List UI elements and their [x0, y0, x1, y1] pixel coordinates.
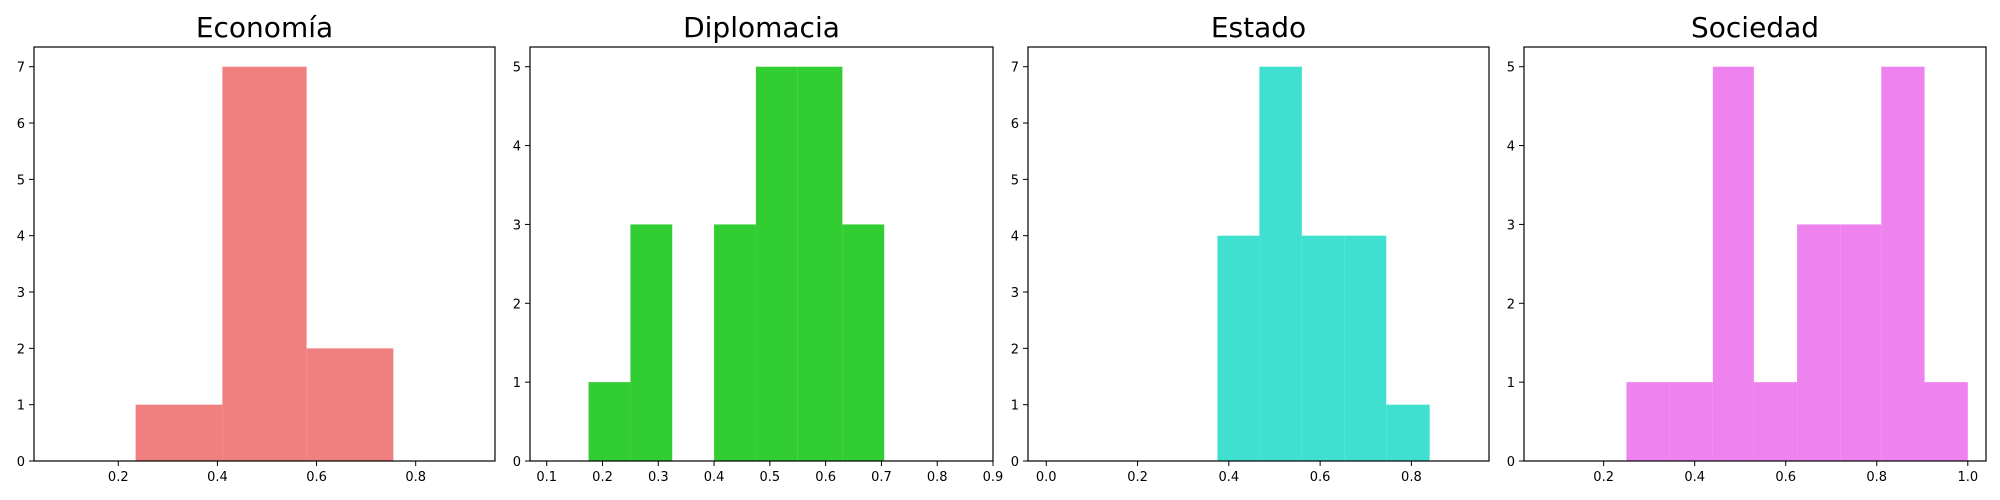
histogram-bar — [1881, 66, 1925, 461]
histogram-bar — [755, 66, 798, 461]
y-tick-label: 3 — [1011, 286, 1019, 301]
y-tick-label: 0 — [513, 455, 521, 470]
histogram-bar — [306, 348, 394, 461]
y-tick-label: 1 — [17, 399, 25, 414]
y-tick-label: 6 — [17, 117, 25, 132]
y-tick-label: 0 — [17, 455, 25, 470]
y-tick-label: 3 — [17, 286, 25, 301]
x-tick-label: 0.2 — [108, 470, 129, 485]
histogram-bar — [714, 224, 756, 461]
x-tick-label: 0.3 — [648, 470, 669, 485]
x-tick-label: 0.9 — [983, 470, 1004, 485]
y-tick-label: 4 — [17, 230, 25, 245]
panel-economia: Economía 0.2 0.4 0.6 0.8 0 1 2 3 4 5 6 7 — [17, 11, 496, 485]
histogram-bar — [135, 404, 223, 461]
y-tick-label: 1 — [1011, 399, 1019, 414]
x-tick-label: 0.8 — [1866, 470, 1887, 485]
x-tick-label: 0.8 — [405, 470, 426, 485]
y-tick-label: 3 — [1507, 218, 1515, 233]
panel-title: Economía — [196, 11, 333, 44]
panel-title: Diplomacia — [683, 11, 840, 44]
panel-estado: Estado 0.0 0.2 0.4 0.6 0.8 0 1 2 3 4 5 6 7 — [1011, 11, 1490, 485]
histogram-bar — [222, 66, 307, 461]
x-tick-label: 0.2 — [592, 470, 613, 485]
x-tick-label: 0.2 — [1593, 470, 1614, 485]
axes-frame — [1027, 46, 1490, 462]
y-tick-label: 7 — [1011, 61, 1019, 76]
x-tick-label: 0.7 — [871, 470, 892, 485]
y-tick-label: 0 — [1507, 455, 1515, 470]
histogram-bar — [1712, 66, 1754, 461]
panel-diplomacia: Diplomacia 0.1 0.2 0.3 0.4 0.5 0.6 0.7 0.8 0.9 0 1 2… — [513, 11, 1004, 485]
panel-title: Estado — [1211, 11, 1306, 44]
x-tick-label: 0.8 — [927, 470, 948, 485]
x-tick-label: 0.6 — [1310, 470, 1331, 485]
y-tick-label: 2 — [513, 297, 521, 312]
x-tick-label: 0.6 — [815, 470, 836, 485]
x-tick-label: 1.0 — [1957, 470, 1978, 485]
x-tick-label: 0.5 — [760, 470, 781, 485]
x-tick-label: 0.4 — [207, 470, 228, 485]
x-tick-label: 0.8 — [1401, 470, 1422, 485]
axes-frame — [529, 46, 994, 462]
x-tick-label: 0.2 — [1127, 470, 1148, 485]
histogram-bar — [842, 224, 885, 461]
x-tick-label: 0.0 — [1036, 470, 1057, 485]
y-tick-label: 5 — [513, 61, 521, 76]
histogram-bar — [1301, 235, 1345, 461]
x-tick-label: 0.6 — [306, 470, 327, 485]
y-tick-label: 7 — [17, 61, 25, 76]
histogram-bar — [1669, 382, 1713, 461]
y-tick-label: 2 — [1507, 297, 1515, 312]
histogram-bar — [1217, 235, 1260, 461]
y-tick-label: 4 — [1011, 230, 1019, 245]
y-tick-label: 4 — [1507, 140, 1515, 155]
histogram-bar — [1626, 382, 1670, 461]
histogram-bar — [630, 224, 673, 461]
panel-sociedad: Sociedad 0.2 0.4 0.6 0.8 1.0 0 1 2 3 4 5 — [1507, 11, 1987, 485]
histogram-bar — [1344, 235, 1387, 461]
histogram-bar — [1924, 382, 1968, 461]
x-tick-label: 0.4 — [1684, 470, 1705, 485]
histogram-bar — [797, 66, 843, 461]
histogram-bar — [1386, 404, 1430, 461]
y-tick-label: 2 — [1011, 342, 1019, 357]
histogram-bar — [588, 382, 631, 461]
y-tick-label: 2 — [17, 342, 25, 357]
histogram-bar — [1840, 224, 1882, 461]
histogram-bar — [1753, 382, 1798, 461]
y-tick-label: 6 — [1011, 117, 1019, 132]
y-tick-label: 5 — [1011, 173, 1019, 188]
axes-frame — [1523, 46, 1987, 462]
y-tick-label: 1 — [1507, 376, 1515, 391]
panel-title: Sociedad — [1691, 11, 1819, 44]
y-tick-label: 5 — [17, 173, 25, 188]
y-tick-label: 0 — [1011, 455, 1019, 470]
x-tick-label: 0.4 — [1218, 470, 1239, 485]
x-tick-label: 0.6 — [1775, 470, 1796, 485]
histogram-bar — [1797, 224, 1841, 461]
y-tick-label: 5 — [1507, 61, 1515, 76]
x-tick-label: 0.1 — [536, 470, 557, 485]
y-tick-label: 4 — [513, 140, 521, 155]
histogram-bar — [1259, 66, 1302, 461]
y-tick-label: 3 — [513, 218, 521, 233]
x-tick-label: 0.4 — [704, 470, 725, 485]
axes-frame — [33, 46, 496, 462]
y-tick-label: 1 — [513, 376, 521, 391]
